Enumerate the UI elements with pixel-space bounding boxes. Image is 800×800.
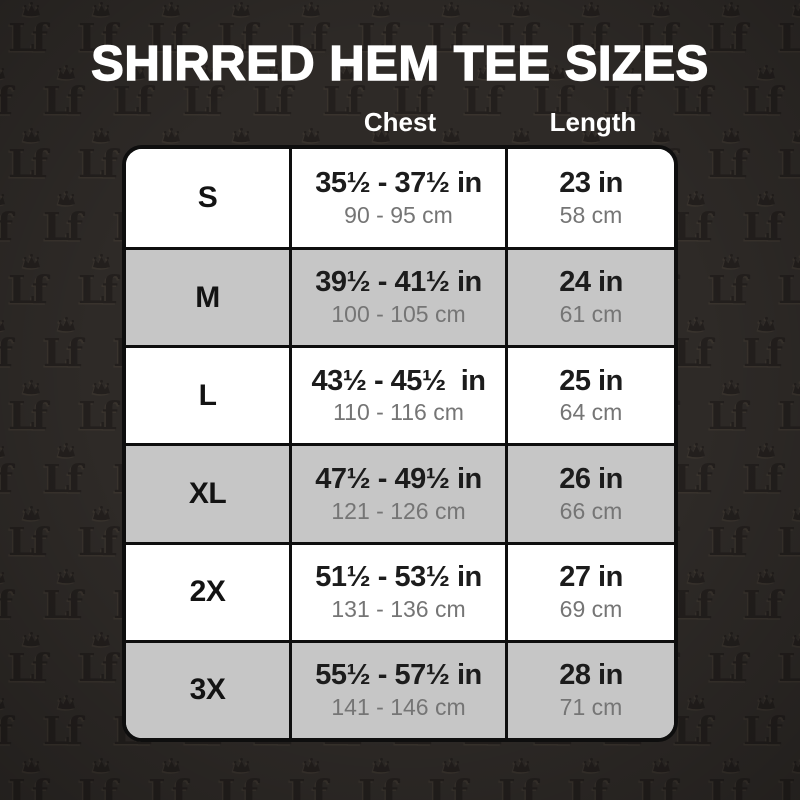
chest-centimeters: 110 - 116 cm xyxy=(333,399,464,426)
size-label: S xyxy=(197,181,218,215)
length-inches: 27 in xyxy=(559,560,623,593)
chest-inches: 47½ - 49½ in xyxy=(315,462,482,495)
chest-centimeters: 90 - 95 cm xyxy=(344,201,453,228)
table-row-s: S 35½ - 37½ in 90 - 95 cm 23 in 58 cm xyxy=(126,149,674,248)
length-centimeters: 69 cm xyxy=(559,595,623,622)
size-label: 3X xyxy=(189,673,226,707)
size-label: XL xyxy=(188,477,227,511)
table-row-3x: 3X 55½ - 57½ in 141 - 146 cm 28 in 71 cm xyxy=(126,639,674,738)
length-inches: 28 in xyxy=(559,659,623,692)
length-centimeters: 71 cm xyxy=(559,693,623,720)
size-table: S 35½ - 37½ in 90 - 95 cm 23 in 58 cm M … xyxy=(122,145,678,742)
table-row-2x: 2X 51½ - 53½ in 131 - 136 cm 27 in 69 cm xyxy=(126,541,674,640)
length-centimeters: 66 cm xyxy=(559,497,623,524)
chest-inches: 35½ - 37½ in xyxy=(315,166,482,199)
column-header-length: Length xyxy=(549,107,637,138)
table-row-l: L 43½ - 45½ in 110 - 116 cm 25 in 64 cm xyxy=(126,345,674,444)
page-title: SHIRRED HEM TEE SIZES xyxy=(90,37,709,91)
table-row-m: M 39½ - 41½ in 100 - 105 cm 24 in 61 cm xyxy=(126,247,674,346)
chest-centimeters: 100 - 105 cm xyxy=(331,301,466,328)
length-inches: 23 in xyxy=(559,166,623,199)
size-label: L xyxy=(198,378,217,412)
length-centimeters: 64 cm xyxy=(559,399,623,426)
length-centimeters: 61 cm xyxy=(559,301,623,328)
chest-inches: 39½ - 41½ in xyxy=(315,266,482,299)
chest-centimeters: 131 - 136 cm xyxy=(331,595,466,622)
length-centimeters: 58 cm xyxy=(559,201,623,228)
column-header-chest: Chest xyxy=(363,107,437,138)
chest-inches: 43½ - 45½ in xyxy=(311,364,486,397)
length-inches: 25 in xyxy=(559,364,623,397)
size-label: M xyxy=(195,280,220,314)
chest-inches: 55½ - 57½ in xyxy=(315,659,482,692)
chest-centimeters: 121 - 126 cm xyxy=(331,497,466,524)
column-headers: Chest Length xyxy=(122,103,678,137)
table-row-xl: XL 47½ - 49½ in 121 - 126 cm 26 in 66 cm xyxy=(126,443,674,542)
size-label: 2X xyxy=(189,575,226,609)
chest-centimeters: 141 - 146 cm xyxy=(331,693,466,720)
length-inches: 24 in xyxy=(559,266,623,299)
chest-inches: 51½ - 53½ in xyxy=(315,560,482,593)
length-inches: 26 in xyxy=(559,462,623,495)
size-column-spacer xyxy=(122,103,292,137)
